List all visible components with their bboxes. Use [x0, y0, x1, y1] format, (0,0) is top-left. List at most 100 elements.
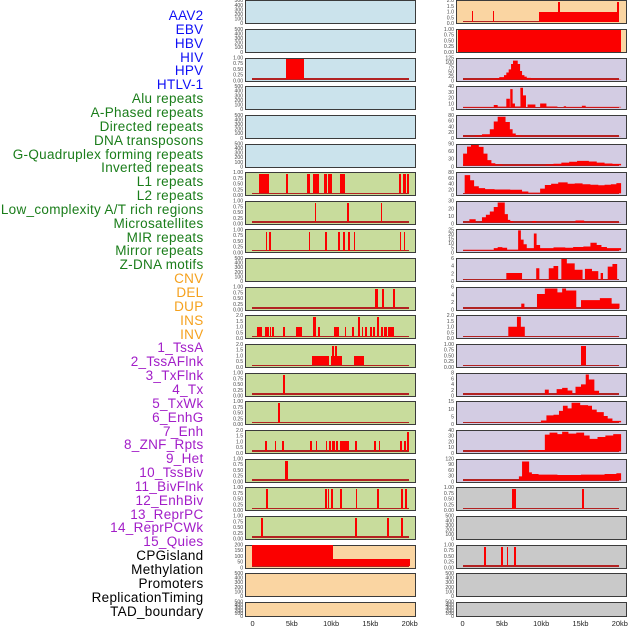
svg-text:300: 300 — [235, 93, 244, 99]
svg-text:0: 0 — [240, 594, 243, 600]
svg-text:100: 100 — [235, 554, 244, 560]
svg-text:0.50: 0.50 — [233, 67, 243, 73]
svg-text:2.0: 2.0 — [447, 0, 454, 4]
svg-text:400: 400 — [445, 603, 454, 609]
svg-text:0: 0 — [451, 164, 454, 170]
svg-text:0.25: 0.25 — [233, 302, 243, 308]
svg-text:8: 8 — [451, 371, 454, 377]
svg-text:0: 0 — [451, 394, 454, 400]
svg-text:60: 60 — [448, 176, 454, 182]
svg-text:1.0: 1.0 — [236, 353, 243, 359]
svg-text:300: 300 — [235, 265, 244, 271]
svg-text:1.00: 1.00 — [233, 227, 243, 233]
svg-text:4: 4 — [451, 292, 454, 298]
svg-text:2.0: 2.0 — [236, 342, 243, 348]
svg-text:0: 0 — [240, 107, 243, 113]
svg-text:200: 200 — [235, 585, 244, 591]
svg-text:1.5: 1.5 — [447, 319, 454, 325]
svg-text:1.00: 1.00 — [233, 456, 243, 462]
svg-text:100: 100 — [235, 17, 244, 23]
svg-text:0: 0 — [451, 308, 454, 314]
svg-text:0.00: 0.00 — [233, 222, 243, 228]
svg-text:0.00: 0.00 — [233, 508, 243, 514]
svg-text:500: 500 — [235, 113, 244, 119]
svg-text:0.00: 0.00 — [233, 537, 243, 543]
svg-text:0.25: 0.25 — [233, 531, 243, 537]
svg-text:400: 400 — [445, 518, 454, 524]
svg-text:0.25: 0.25 — [233, 416, 243, 422]
svg-text:500: 500 — [445, 600, 454, 606]
svg-text:1.00: 1.00 — [444, 342, 454, 348]
svg-text:400: 400 — [235, 261, 244, 267]
svg-text:100: 100 — [235, 160, 244, 166]
svg-text:400: 400 — [235, 146, 244, 152]
svg-text:0.25: 0.25 — [444, 560, 454, 566]
svg-text:5kb: 5kb — [496, 619, 508, 628]
svg-text:90: 90 — [448, 462, 454, 468]
svg-text:90: 90 — [448, 141, 454, 147]
svg-text:200: 200 — [235, 41, 244, 47]
svg-text:0.50: 0.50 — [444, 353, 454, 359]
svg-text:0.25: 0.25 — [444, 502, 454, 508]
svg-text:20: 20 — [448, 206, 454, 212]
svg-text:300: 300 — [235, 580, 244, 586]
svg-text:500: 500 — [235, 27, 244, 33]
svg-text:0.00: 0.00 — [233, 308, 243, 314]
svg-text:30: 30 — [448, 434, 454, 440]
svg-text:500: 500 — [235, 600, 244, 606]
svg-text:20: 20 — [448, 232, 454, 238]
svg-text:100: 100 — [445, 611, 454, 617]
svg-text:0: 0 — [451, 107, 454, 113]
svg-text:30: 30 — [448, 474, 454, 480]
svg-text:2.0: 2.0 — [447, 313, 454, 319]
svg-text:1.00: 1.00 — [233, 170, 243, 176]
svg-text:300: 300 — [235, 151, 244, 157]
svg-text:200: 200 — [445, 528, 454, 534]
svg-text:1.5: 1.5 — [447, 4, 454, 10]
svg-text:0.00: 0.00 — [444, 365, 454, 371]
svg-text:0.5: 0.5 — [236, 359, 243, 365]
svg-text:0: 0 — [451, 422, 454, 428]
svg-text:0.50: 0.50 — [233, 525, 243, 531]
svg-text:500: 500 — [235, 256, 244, 262]
svg-text:10kb: 10kb — [533, 619, 549, 628]
svg-text:0.50: 0.50 — [233, 239, 243, 245]
svg-text:0: 0 — [240, 136, 243, 142]
svg-text:50: 50 — [237, 560, 243, 566]
svg-text:5: 5 — [451, 246, 454, 252]
svg-text:60: 60 — [448, 468, 454, 474]
svg-text:0.50: 0.50 — [233, 468, 243, 474]
svg-text:0.50: 0.50 — [233, 497, 243, 503]
svg-text:300: 300 — [235, 122, 244, 128]
svg-text:1.0: 1.0 — [236, 439, 243, 445]
svg-text:0.50: 0.50 — [233, 210, 243, 216]
svg-text:300: 300 — [445, 605, 454, 611]
svg-text:1.0: 1.0 — [236, 325, 243, 331]
svg-text:60: 60 — [448, 149, 454, 155]
svg-text:4: 4 — [451, 382, 454, 388]
svg-text:0.75: 0.75 — [444, 33, 454, 39]
svg-text:0.75: 0.75 — [233, 520, 243, 526]
svg-text:0.25: 0.25 — [233, 502, 243, 508]
svg-text:10: 10 — [448, 241, 454, 247]
svg-text:1.00: 1.00 — [444, 27, 454, 33]
svg-text:400: 400 — [445, 576, 454, 582]
svg-text:0: 0 — [240, 21, 243, 27]
svg-text:0: 0 — [451, 479, 454, 485]
svg-text:2: 2 — [451, 271, 454, 277]
svg-text:100: 100 — [235, 103, 244, 109]
svg-text:100: 100 — [235, 611, 244, 617]
svg-text:20kb: 20kb — [402, 619, 418, 628]
svg-text:15: 15 — [448, 399, 454, 405]
svg-text:200: 200 — [445, 608, 454, 614]
svg-text:120: 120 — [445, 456, 454, 462]
svg-text:500: 500 — [445, 514, 454, 520]
svg-text:4: 4 — [451, 264, 454, 270]
svg-text:0.25: 0.25 — [233, 245, 243, 251]
svg-text:200: 200 — [235, 127, 244, 133]
svg-text:15: 15 — [448, 237, 454, 243]
svg-text:300: 300 — [445, 523, 454, 529]
svg-text:0.5: 0.5 — [236, 445, 243, 451]
svg-text:400: 400 — [235, 603, 244, 609]
svg-text:2.0: 2.0 — [236, 313, 243, 319]
